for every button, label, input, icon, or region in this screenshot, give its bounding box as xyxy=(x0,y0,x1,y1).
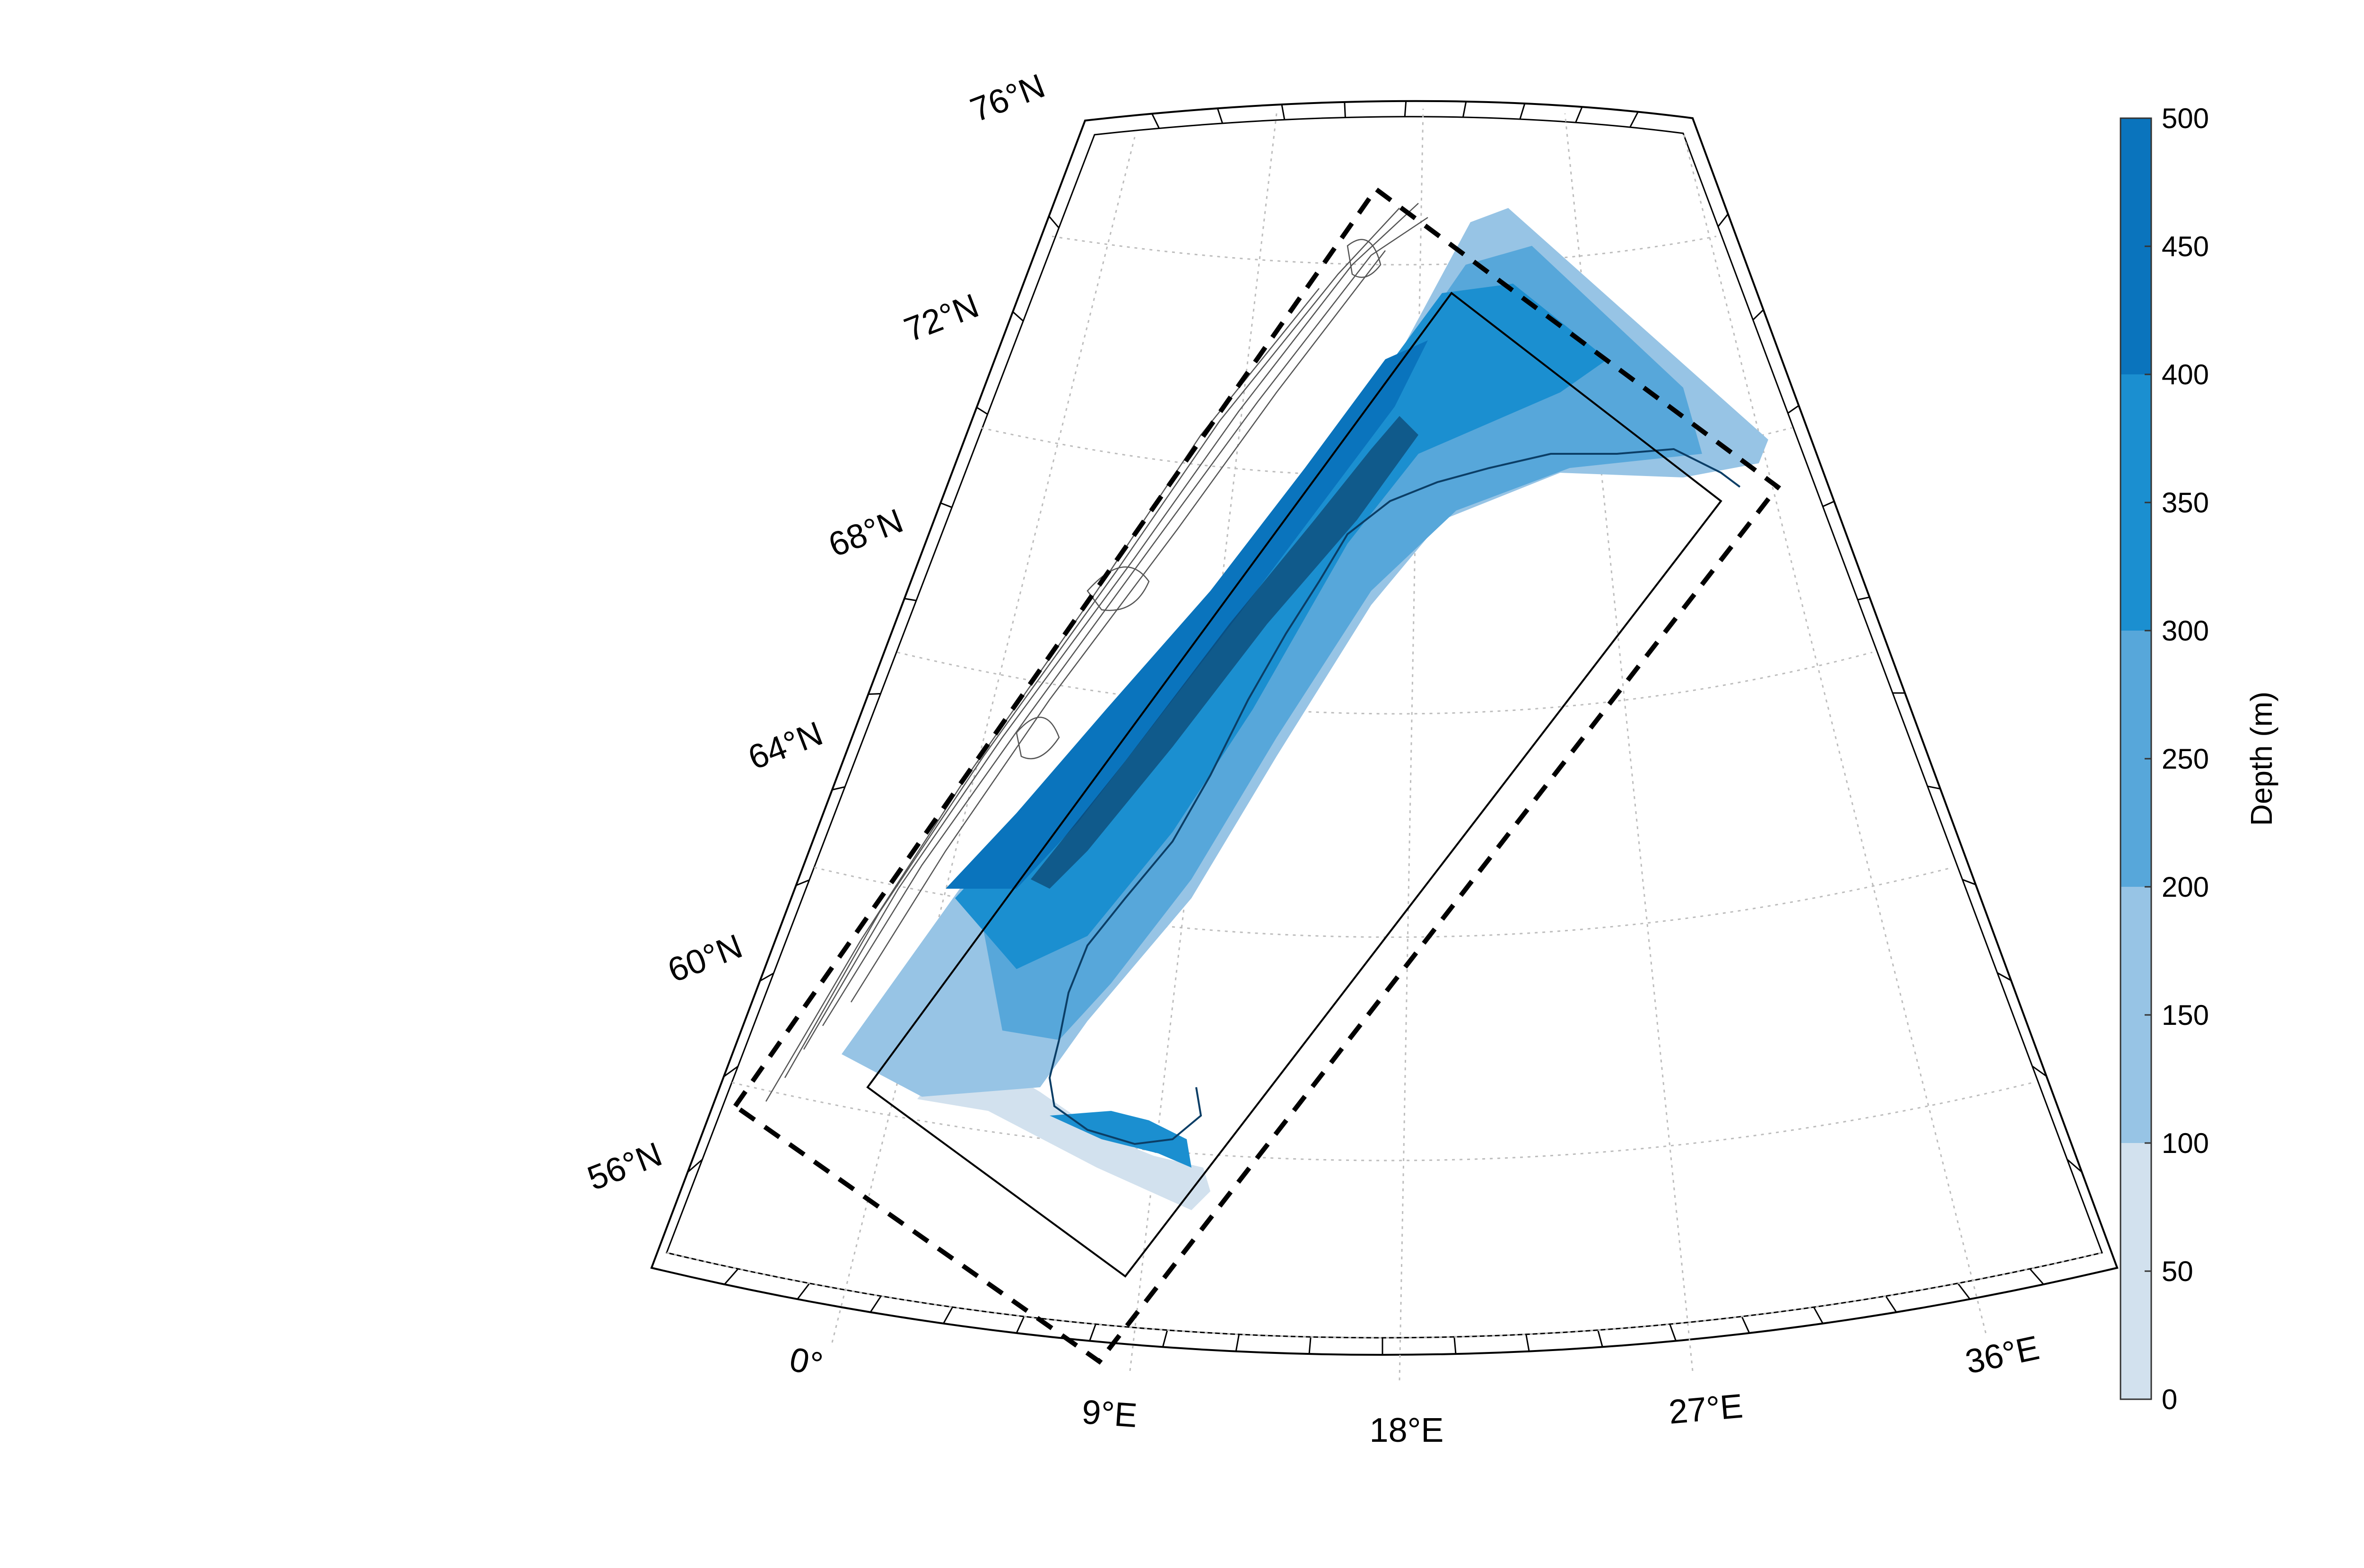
frame-tick xyxy=(2067,1159,2083,1173)
colorbar-tick-label: 500 xyxy=(2162,103,2209,134)
longitude-label: 27°E xyxy=(1667,1387,1744,1431)
frame-tick xyxy=(1162,1330,1168,1347)
colorbar-tick-label: 400 xyxy=(2162,359,2209,390)
frame-tick xyxy=(1597,1330,1603,1347)
longitude-label: 9°E xyxy=(1081,1393,1139,1435)
frame-tick xyxy=(2032,1066,2047,1077)
model-domains xyxy=(732,185,1782,1365)
frame-tick xyxy=(1575,106,1583,123)
frame-tick xyxy=(1885,1295,1897,1313)
frame-tick xyxy=(1462,101,1467,118)
frame-tick xyxy=(1344,102,1346,118)
frame-tick xyxy=(1957,1282,1971,1300)
frame-tick xyxy=(797,1282,810,1300)
frame-tick xyxy=(687,1159,703,1173)
frame-tick xyxy=(1235,1334,1240,1351)
colorbar-tick-label: 250 xyxy=(2162,743,2209,775)
shelf-edge-contours xyxy=(1031,416,1418,889)
frame-tick xyxy=(1217,108,1224,124)
longitude-label: 0° xyxy=(786,1340,826,1384)
colorbar-tick-label: 450 xyxy=(2162,231,2209,262)
frame-tick xyxy=(1927,785,1941,790)
frame-tick xyxy=(904,598,917,601)
frame-tick xyxy=(1813,1307,1824,1324)
frame-tick xyxy=(1404,101,1407,117)
frame-tick xyxy=(940,502,952,508)
frame-tick xyxy=(1012,311,1024,322)
frame-tick xyxy=(1822,501,1834,507)
colorbar-tick-label: 0 xyxy=(2162,1384,2177,1415)
frame-tick xyxy=(1308,1337,1312,1354)
frame-tick xyxy=(869,1295,882,1313)
colorbar: 0 50 100 150 200 250 300 350 400 450 500 Depth (m) xyxy=(2120,103,2278,1415)
frame-tick xyxy=(1752,309,1764,321)
frame-tick xyxy=(1519,103,1526,120)
colorbar-tick-label: 300 xyxy=(2162,615,2209,647)
map-frame-outer xyxy=(650,100,2119,1356)
dashed-outer-box xyxy=(732,185,1782,1365)
frame-tick xyxy=(1151,113,1160,129)
colorbar-tick-label: 350 xyxy=(2162,487,2209,519)
colorbar-tick-label: 100 xyxy=(2162,1127,2209,1159)
latitude-label: 68°N xyxy=(824,502,908,564)
map-frame xyxy=(650,100,2119,1356)
frame-tick xyxy=(1089,1324,1096,1342)
colorbar-tick-label: 200 xyxy=(2162,871,2209,903)
frame-tick xyxy=(832,786,845,791)
frame-tick xyxy=(943,1307,953,1324)
frame-tick xyxy=(1741,1316,1750,1334)
colorbar-title: Depth (m) xyxy=(2244,692,2278,826)
frame-tick xyxy=(1717,213,1729,227)
map-frame-inner xyxy=(665,116,2103,1339)
frame-tick xyxy=(1962,879,1976,885)
latitude-label: 76°N xyxy=(965,67,1050,129)
latitude-label: 60°N xyxy=(663,927,747,989)
frame-tick xyxy=(1629,111,1639,128)
frame-tick xyxy=(759,972,774,982)
bathymetry-400-500 xyxy=(946,340,1428,889)
frame-tick xyxy=(723,1066,739,1077)
colorbar-tick-label: 150 xyxy=(2162,999,2209,1031)
frame-tick xyxy=(724,1268,739,1285)
frame-tick xyxy=(1453,1337,1457,1354)
frame-tick xyxy=(1525,1334,1530,1351)
frame-tick xyxy=(2029,1268,2044,1285)
frame-tick xyxy=(1669,1324,1677,1342)
bathymetry-field xyxy=(842,208,1768,1210)
frame-tick xyxy=(1016,1316,1025,1334)
frame-tick xyxy=(1048,216,1060,229)
frame-tick xyxy=(796,879,810,886)
solid-inner-box xyxy=(866,292,1722,1278)
frame-tick xyxy=(1997,972,2012,981)
longitude-label: 36°E xyxy=(1962,1329,2042,1381)
bathymetry-shallow xyxy=(917,1064,1210,1210)
latitude-label: 72°N xyxy=(899,286,984,349)
coastline xyxy=(1048,448,1741,1145)
frame-tick xyxy=(976,407,988,415)
colorbar-tick-label: 50 xyxy=(2162,1256,2193,1287)
graticule xyxy=(666,108,2103,1381)
frame-tick xyxy=(1281,104,1286,120)
longitude-label: 18°E xyxy=(1370,1412,1444,1449)
latitude-label: 56°N xyxy=(582,1135,667,1197)
latitude-label: 64°N xyxy=(743,714,828,777)
frame-tick xyxy=(1787,405,1799,414)
frame-tick xyxy=(1857,596,1870,601)
